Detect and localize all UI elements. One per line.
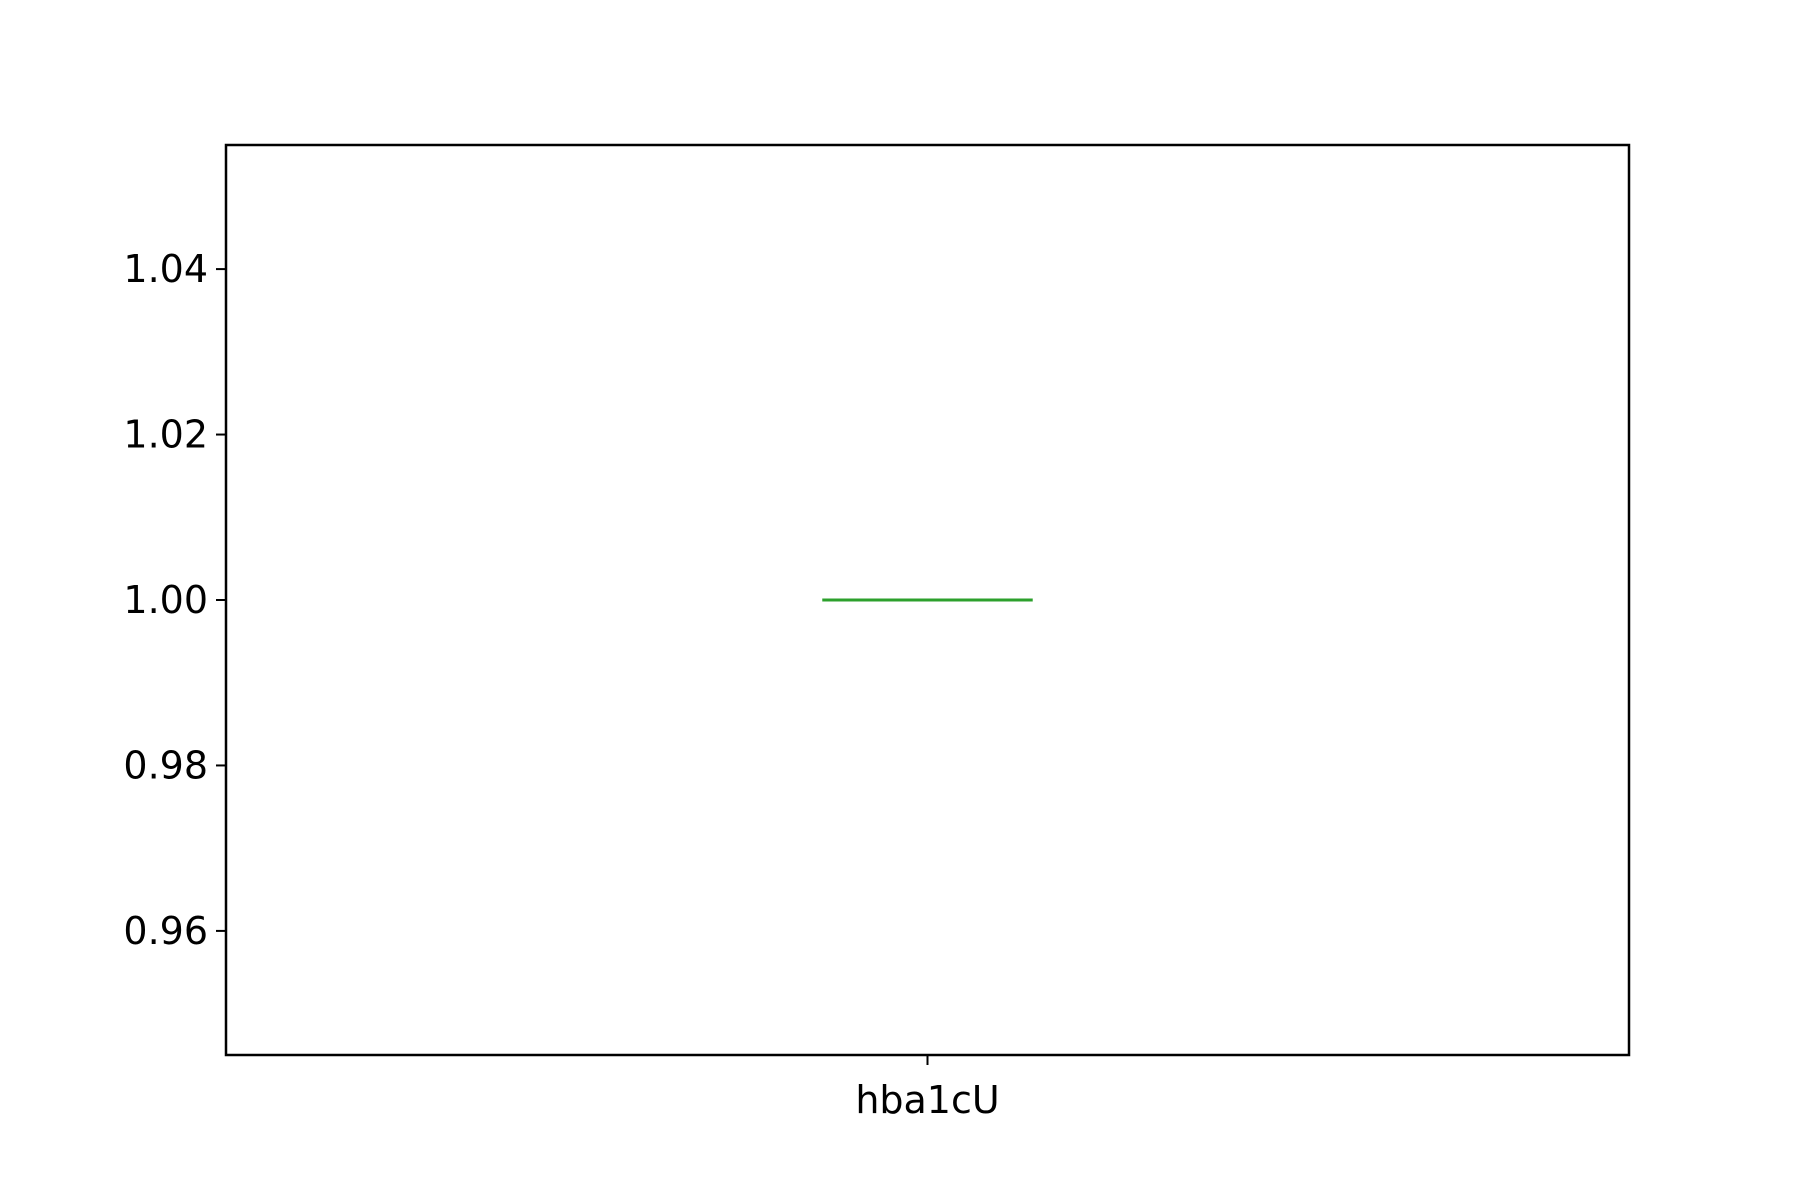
- y-tick-label: 1.02: [123, 413, 208, 457]
- axes-frame: [224, 143, 1631, 1057]
- y-axis: 0.96 0.98 1.00 1.02 1.04: [123, 247, 226, 953]
- x-tick-label: hba1cU: [855, 1078, 999, 1122]
- y-tick-label: 0.96: [123, 909, 208, 953]
- y-tick-label: 1.00: [123, 578, 208, 622]
- x-axis: hba1cU: [855, 1055, 1000, 1122]
- y-tick-label: 1.04: [123, 247, 208, 291]
- y-tick-label: 0.98: [123, 743, 208, 787]
